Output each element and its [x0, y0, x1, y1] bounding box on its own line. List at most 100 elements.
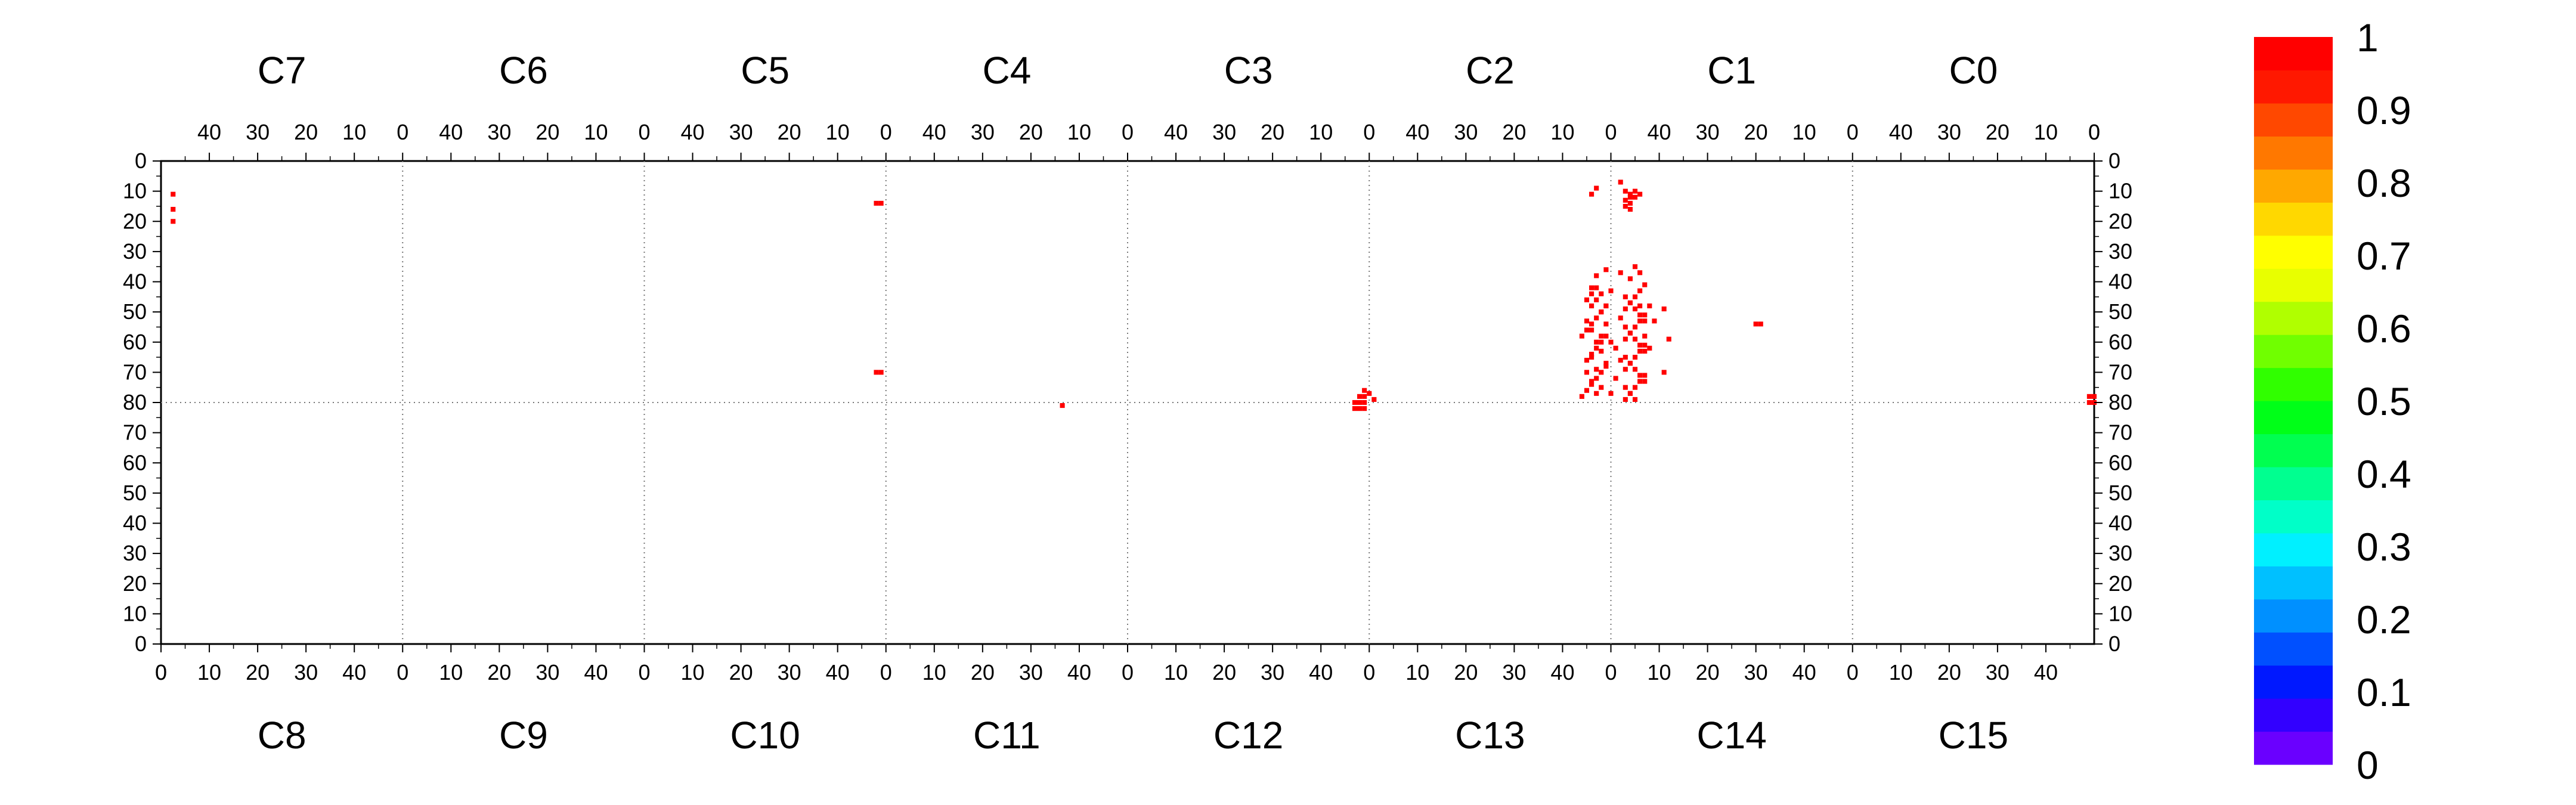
bottom-tick-label: 10 [197, 660, 221, 685]
top-tick-label: 30 [1212, 120, 1236, 144]
bottom-tick-label: 40 [1550, 660, 1574, 685]
y-tick-label-right: 0 [2109, 148, 2120, 173]
bottom-tick-label: 10 [1889, 660, 1913, 685]
sector-label-bottom: C10 [730, 714, 800, 757]
colorbar-tick-label: 0.7 [2357, 234, 2411, 278]
hit-cell [1623, 294, 1628, 299]
colorbar-tick-label: 0 [2357, 743, 2379, 787]
bottom-tick-label: 0 [155, 660, 167, 685]
hit-cell [1623, 385, 1628, 390]
sector-label-bottom: C9 [499, 714, 548, 757]
hit-cell [1603, 333, 1609, 339]
top-tick-label: 10 [1792, 120, 1816, 144]
top-tick-label: 10 [2034, 120, 2058, 144]
hit-cell [1632, 355, 1638, 360]
top-tick-label: 20 [294, 120, 318, 144]
hit-cell [874, 200, 879, 206]
hit-cell [1589, 321, 1594, 327]
y-tick-label-right: 60 [2109, 450, 2132, 475]
hit-cell [1603, 267, 1609, 273]
hit-cell [1637, 303, 1643, 309]
hit-cell [1584, 358, 1590, 363]
hit-cell [1642, 312, 1648, 318]
hit-cell [1632, 367, 1638, 372]
colorbar-segment [2254, 632, 2333, 666]
y-tick-label-left: 40 [123, 511, 147, 535]
hit-cell [1362, 388, 1367, 393]
top-tick-label: 0 [1363, 120, 1375, 144]
sector-label-top: C5 [741, 49, 789, 92]
top-tick-label: 40 [1164, 120, 1188, 144]
hit-cell [1647, 303, 1652, 309]
hit-cell [1661, 306, 1667, 312]
hit-cell [1584, 370, 1590, 375]
sector-label-bottom: C15 [1939, 714, 2008, 757]
y-tick-label-left: 20 [123, 571, 147, 596]
bottom-tick-label: 30 [535, 660, 559, 685]
bottom-tick-label: 30 [1986, 660, 2010, 685]
y-tick-label-right: 60 [2109, 330, 2132, 354]
top-tick-label: 40 [1889, 120, 1913, 144]
y-tick-label-right: 0 [2109, 631, 2120, 656]
y-tick-label-right: 50 [2109, 481, 2132, 505]
y-tick-label-right: 70 [2109, 360, 2132, 384]
y-tick-label-left: 70 [123, 360, 147, 384]
hit-cell [1357, 400, 1363, 405]
hit-cell [1589, 327, 1594, 333]
sector-label-top: C3 [1224, 49, 1273, 92]
hit-cell [1618, 179, 1623, 185]
hit-cell [1594, 367, 1599, 372]
top-tick-label: 0 [638, 120, 650, 144]
hit-cell [1603, 364, 1609, 369]
hit-cell [1632, 397, 1638, 402]
hit-cell [1661, 370, 1667, 375]
top-tick-label: 30 [1454, 120, 1478, 144]
top-tick-label: 10 [826, 120, 850, 144]
hit-cell [1060, 403, 1065, 408]
colorbar-tick-label: 0.8 [2357, 161, 2411, 205]
sector-label-bottom: C13 [1455, 714, 1525, 757]
y-tick-label-left: 30 [123, 541, 147, 565]
top-tick-label: 10 [342, 120, 366, 144]
bottom-tick-label: 20 [1696, 660, 1720, 685]
hit-cell [1589, 191, 1594, 197]
bottom-tick-label: 10 [1648, 660, 1671, 685]
bottom-tick-label: 30 [294, 660, 318, 685]
hit-cell [2086, 394, 2092, 399]
plot-frame [160, 160, 2095, 645]
top-tick-label: 20 [1744, 120, 1768, 144]
y-tick-label-left: 50 [123, 481, 147, 505]
colorbar-tick-label: 0.9 [2357, 88, 2411, 132]
colorbar-segment [2254, 301, 2333, 335]
hit-cell [1613, 345, 1618, 351]
hit-cell [1594, 339, 1599, 345]
hit-cell [1637, 318, 1643, 324]
colorbar-segment [2254, 665, 2333, 699]
y-tick-label-left: 20 [123, 209, 147, 233]
hit-cell [1627, 276, 1633, 281]
hit-cell [1584, 388, 1590, 393]
hit-cell [1753, 321, 1758, 327]
top-tick-label: 30 [1696, 120, 1720, 144]
hit-cell [1652, 318, 1657, 324]
sector-label-top: C2 [1466, 49, 1515, 92]
sector-label-bottom: C8 [258, 714, 306, 757]
hit-cell [1637, 373, 1643, 378]
top-tick-label: 20 [778, 120, 801, 144]
bottom-tick-label: 0 [155, 660, 167, 685]
sector-label-top: C0 [1949, 49, 1998, 92]
top-tick-label: 30 [487, 120, 511, 144]
hit-cell [1642, 282, 1648, 287]
top-tick-label: 20 [1261, 120, 1284, 144]
hit-cell [1623, 197, 1628, 203]
top-tick-label: 30 [729, 120, 753, 144]
hit-cell [1642, 373, 1648, 378]
colorbar-tick-label: 0.2 [2357, 597, 2411, 642]
y-tick-label-right: 80 [2109, 390, 2132, 414]
top-tick-label: 10 [1550, 120, 1574, 144]
bottom-tick-label: 0 [880, 660, 892, 685]
hit-cell [878, 200, 884, 206]
top-tick-label: 0 [1122, 120, 1134, 144]
bottom-tick-label: 20 [246, 660, 270, 685]
bottom-tick-label: 20 [1937, 660, 1961, 685]
